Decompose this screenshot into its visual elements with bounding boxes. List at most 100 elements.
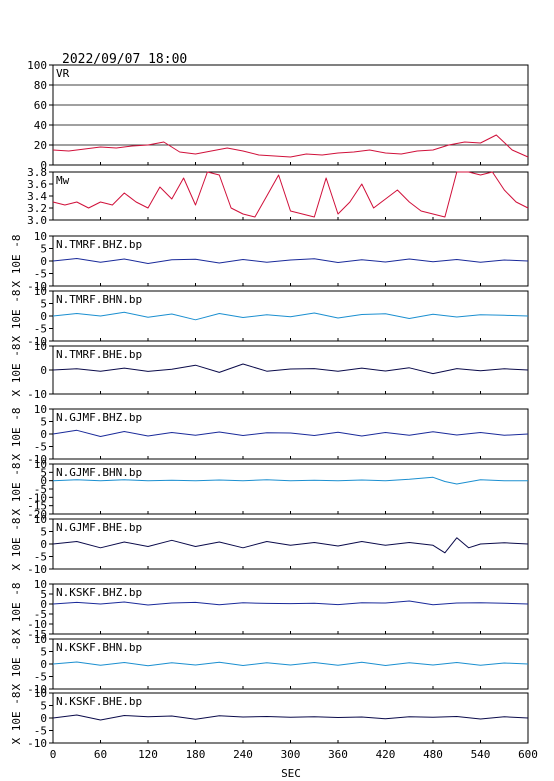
panel-label: N.GJMF.BHN.bp: [56, 466, 142, 479]
y-tick-label: -10: [27, 280, 47, 293]
y-axis-label: X 10E -8: [10, 583, 23, 636]
y-tick-label: 3.8: [27, 166, 47, 179]
panel-label: N.KSKF.BHN.bp: [56, 641, 142, 654]
series-line: [52, 363, 529, 375]
y-tick-label: -10: [27, 453, 47, 466]
y-tick-label: -5: [34, 323, 47, 336]
y-tick-label: -10: [27, 335, 47, 348]
panels-group: 020406080100VR3.03.23.43.63.8Mw-10-50510…: [10, 59, 538, 761]
series-line: [52, 537, 529, 554]
y-tick-label: -10: [27, 683, 47, 696]
y-tick-label: 100: [27, 59, 47, 72]
panel-label: N.GJMF.BHZ.bp: [56, 411, 142, 424]
panel-label: N.KSKF.BHE.bp: [56, 695, 142, 708]
y-tick-label: 5: [40, 588, 47, 601]
y-tick-label: 10: [34, 687, 47, 700]
y-axis-label: X 10E -8: [10, 518, 23, 571]
x-tick-label: 540: [471, 748, 491, 761]
x-tick-label: 300: [281, 748, 301, 761]
series-line: [52, 171, 529, 218]
y-tick-label: 60: [34, 99, 47, 112]
y-tick-label: 5: [40, 526, 47, 539]
y-tick-label: 0: [40, 159, 47, 172]
y-axis-label: X 10E -8: [10, 408, 23, 461]
x-axis-label: SEC: [281, 767, 301, 780]
y-tick-label: 5: [40, 646, 47, 659]
panel-label: N.KSKF.BHZ.bp: [56, 586, 142, 599]
y-tick-label: -15: [27, 628, 47, 641]
x-tick-label: 0: [50, 748, 57, 761]
y-tick-label: 10: [34, 633, 47, 646]
panel-1: 3.03.23.43.63.8 Mw: [27, 166, 529, 227]
y-tick-label: -5: [34, 441, 47, 454]
y-axis-label: X 10E -8: [10, 463, 23, 516]
y-tick-label: 5: [40, 298, 47, 311]
y-tick-label: 20: [34, 139, 47, 152]
panel-4: -10 0 10 N.TMRF.BHE.bp X 10E -8: [10, 340, 529, 401]
panel-label: N.TMRF.BHZ.bp: [56, 238, 142, 251]
y-tick-label: -10: [27, 388, 47, 401]
y-tick-label: 5: [40, 243, 47, 256]
y-tick-label: 0: [40, 538, 47, 551]
y-tick-label: -10: [27, 491, 47, 504]
y-axis-label: X 10E -8: [10, 692, 23, 745]
timestamp-label: 2022/09/07 18:00: [62, 52, 187, 67]
y-tick-label: -10: [27, 737, 47, 750]
y-tick-label: 10: [34, 403, 47, 416]
x-tick-label: 600: [518, 748, 538, 761]
x-tick-label: 420: [376, 748, 396, 761]
y-tick-label: 3.0: [27, 214, 47, 227]
x-tick-label: 480: [423, 748, 443, 761]
panel-label: Mw: [56, 174, 70, 187]
series-line: [52, 714, 529, 721]
series-line: [52, 311, 529, 321]
y-tick-label: 3.2: [27, 202, 47, 215]
y-tick-label: 10: [34, 340, 47, 353]
y-tick-label: 5: [40, 700, 47, 713]
panel-frame: [52, 64, 529, 166]
y-tick-label: 0: [40, 428, 47, 441]
y-tick-label: 0: [40, 658, 47, 671]
y-tick-label: 0: [40, 364, 47, 377]
panel-label: N.GJMF.BHE.bp: [56, 521, 142, 534]
y-tick-label: -5: [34, 483, 47, 496]
y-tick-label: 3.6: [27, 178, 47, 191]
y-tick-label: 0: [40, 475, 47, 488]
y-tick-label: 10: [34, 458, 47, 471]
x-tick-label: 360: [328, 748, 348, 761]
panel-frame: [52, 171, 529, 221]
series-line: [52, 258, 529, 264]
y-tick-label: 10: [34, 230, 47, 243]
y-tick-label: 10: [34, 513, 47, 526]
y-axis-label: X 10E -8: [10, 638, 23, 691]
panel-0: 0 20 40 60 80 100 VR: [27, 59, 529, 172]
x-tick-label: 240: [233, 748, 253, 761]
y-tick-label: 5: [40, 416, 47, 429]
x-tick-label: 60: [94, 748, 107, 761]
y-tick-label: 0: [40, 712, 47, 725]
y-tick-label: -5: [34, 551, 47, 564]
y-axis-label: X 10E -8: [10, 344, 23, 397]
y-tick-label: -10: [27, 563, 47, 576]
panel-label: VR: [56, 67, 70, 80]
series-line: [52, 600, 529, 606]
series-line: [52, 661, 529, 667]
y-axis-label: X 10E -8: [10, 290, 23, 343]
y-tick-label: -5: [34, 268, 47, 281]
series-line: [52, 134, 529, 158]
y-tick-label: 0: [40, 310, 47, 323]
y-tick-label: 10: [34, 578, 47, 591]
series-line: [52, 476, 528, 485]
y-tick-label: 10: [34, 285, 47, 298]
y-tick-label: -5: [34, 608, 47, 621]
y-tick-label: 80: [34, 79, 47, 92]
y-tick-label: -20: [27, 508, 47, 521]
